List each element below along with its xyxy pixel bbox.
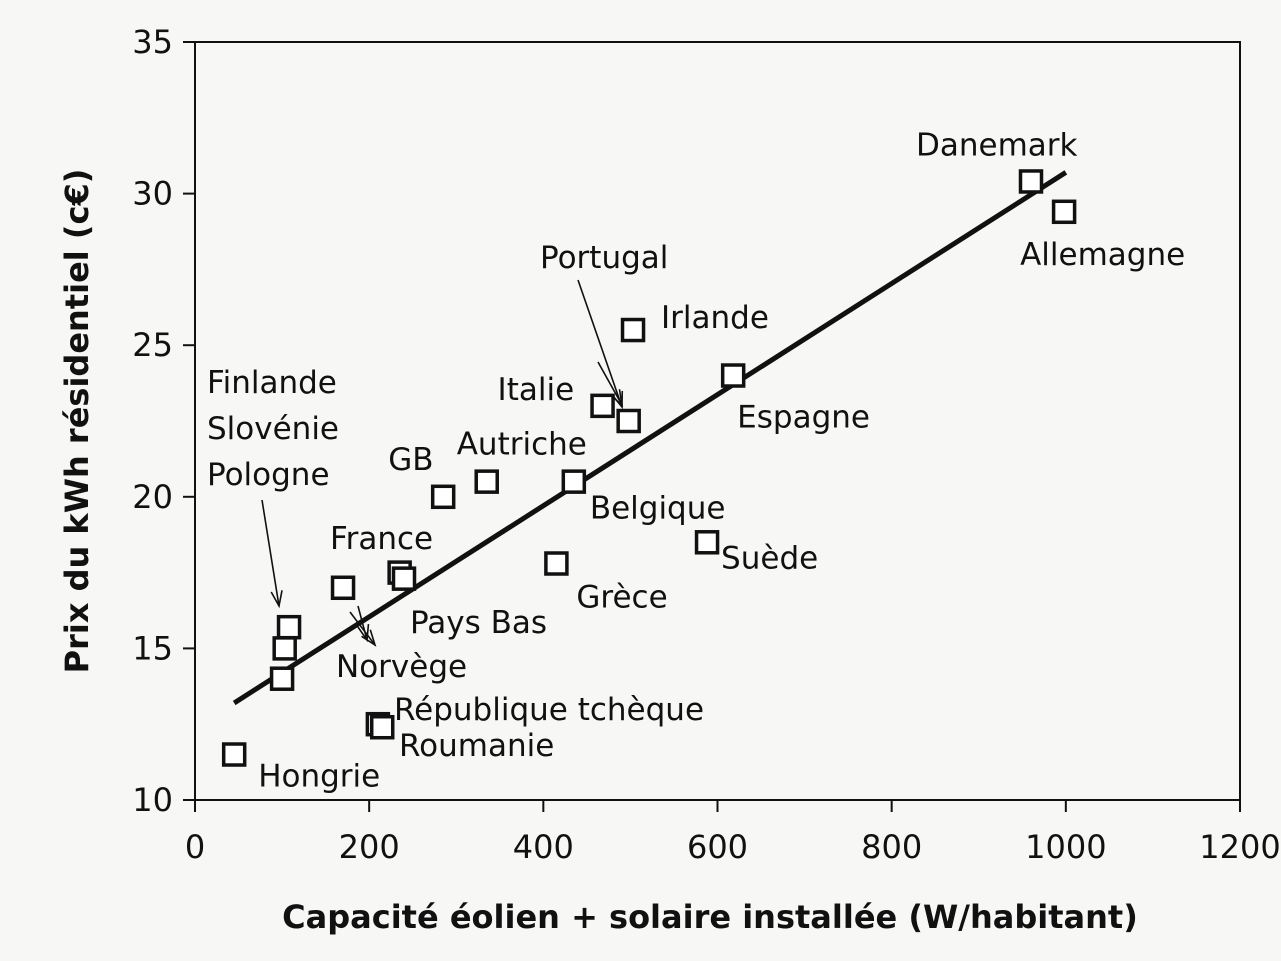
x-tick-label: 1000 xyxy=(1025,828,1106,866)
data-point-label: Suède xyxy=(721,540,818,576)
annotation-label: Roumanie xyxy=(399,728,554,764)
annotation-line: Slovénie xyxy=(207,411,339,447)
x-tick-label: 400 xyxy=(513,828,574,866)
data-point-marker xyxy=(330,575,356,601)
annotation-line: Finlande xyxy=(207,365,337,401)
x-tick-label: 1200 xyxy=(1199,828,1280,866)
annotation-label: France xyxy=(330,521,433,557)
data-point-marker xyxy=(694,530,720,555)
pointer-arrowhead xyxy=(270,590,283,609)
data-point-marker xyxy=(590,393,615,419)
data-point-marker xyxy=(720,363,746,388)
data-point-marker xyxy=(1018,169,1044,194)
data-points xyxy=(221,169,1077,767)
data-point-label: Hongrie xyxy=(258,759,380,795)
data-point-label: Grèce xyxy=(576,580,667,616)
y-tick-label: 15 xyxy=(132,629,173,667)
data-point-marker xyxy=(561,469,587,494)
annotation-line: Roumanie xyxy=(399,728,554,764)
y-tick-label: 25 xyxy=(132,326,173,364)
annotation-line: Pologne xyxy=(207,457,330,493)
data-point-marker xyxy=(544,551,569,576)
y-axis-title: Prix du kWh résidentiel (c€) xyxy=(58,169,96,674)
data-point-marker xyxy=(616,408,641,434)
data-point-marker xyxy=(272,636,297,661)
data-point-label: Allemagne xyxy=(1020,237,1185,273)
data-point-label: Danemark xyxy=(916,127,1078,163)
x-tick-label: 600 xyxy=(687,828,748,866)
data-point-label: Italie xyxy=(498,372,575,408)
data-point-marker xyxy=(474,469,499,494)
pointer-line xyxy=(261,499,280,607)
y-tick-label: 30 xyxy=(132,175,173,213)
data-point-marker xyxy=(276,614,302,640)
pointer-line xyxy=(357,605,368,641)
annotation-label: République tchèque xyxy=(394,692,704,728)
y-tick-label: 35 xyxy=(132,23,173,61)
y-axis: 10 15 20 25 30 35 xyxy=(132,23,195,819)
annotation-line: Pays Bas xyxy=(410,605,547,641)
plot-frame xyxy=(194,41,1241,801)
x-axis: 0 200 400 600 800 1000 1200 xyxy=(185,800,1281,866)
data-point-label: GB xyxy=(388,442,433,478)
data-point-marker xyxy=(1051,199,1077,225)
pointer-line xyxy=(349,611,376,646)
data-point-label: Irlande xyxy=(661,300,769,336)
annotation-label: Pays Bas xyxy=(410,605,547,641)
pointer-arrowhead xyxy=(357,623,370,643)
data-point-marker xyxy=(391,566,417,591)
y-tick-label: 10 xyxy=(132,781,173,819)
annotation-line: Norvège xyxy=(336,649,467,685)
data-point-marker xyxy=(221,742,247,767)
data-point-marker xyxy=(269,666,295,691)
x-axis-title: Capacité éolien + solaire installée (W/h… xyxy=(282,898,1138,936)
pointer-line xyxy=(577,279,623,408)
y-tick-label: 20 xyxy=(132,478,173,516)
annotation-line: Portugal xyxy=(540,240,668,276)
pointer-line xyxy=(597,361,623,406)
annotation-line: France xyxy=(330,521,433,557)
annotation-label: Finlande Slovénie Pologne xyxy=(207,365,339,493)
data-point-label: Autriche xyxy=(457,427,587,463)
data-point-marker xyxy=(369,714,395,740)
trend-line xyxy=(232,170,1068,706)
data-point-marker xyxy=(430,484,456,510)
x-tick-label: 200 xyxy=(339,828,400,866)
annotation-line: République tchèque xyxy=(394,692,704,728)
x-tick-label: 0 xyxy=(185,828,205,866)
data-point-label: Espagne xyxy=(737,400,870,436)
x-tick-label: 800 xyxy=(861,828,922,866)
annotation-label: Norvège xyxy=(336,649,467,685)
data-point-marker xyxy=(620,317,646,343)
data-point-label: Belgique xyxy=(590,491,726,527)
annotation-label: Portugal xyxy=(540,240,668,276)
